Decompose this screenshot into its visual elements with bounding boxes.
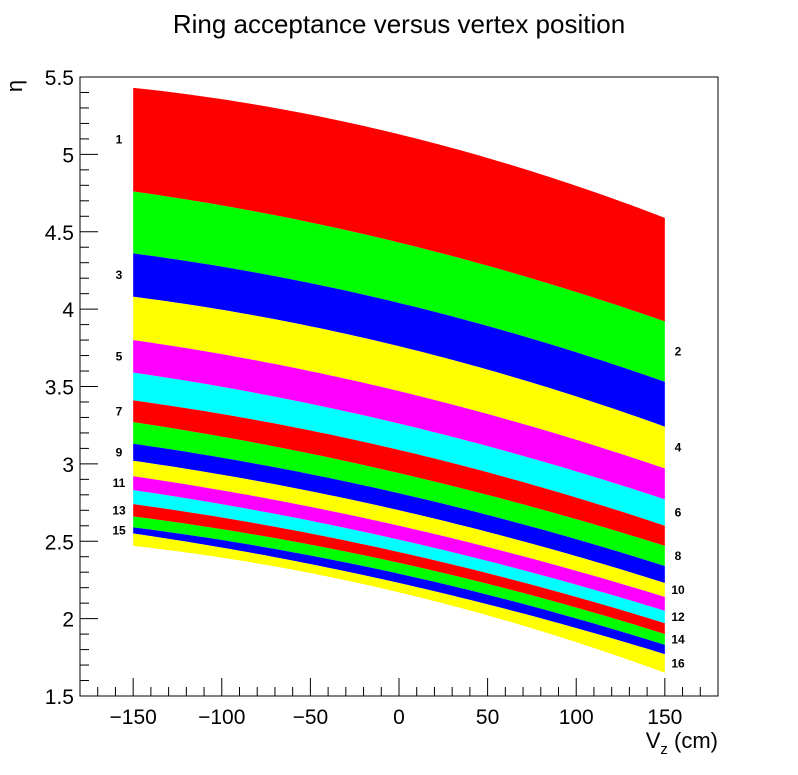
ring-label-1: 1 — [116, 133, 123, 147]
ring-band-1 — [133, 87, 665, 322]
ring-label-13: 13 — [112, 503, 126, 517]
ring-label-9: 9 — [116, 445, 123, 459]
ring-band-15 — [133, 527, 665, 655]
ring-label-5: 5 — [116, 349, 123, 363]
ring-band-12 — [133, 490, 665, 624]
x-axis-title: Vz (cm) — [646, 728, 718, 758]
ring-band-5 — [133, 340, 665, 500]
ring-band-3 — [133, 253, 665, 427]
ring-label-14: 14 — [671, 633, 685, 647]
y-tick-label: 3.5 — [45, 377, 74, 400]
ring-label-7: 7 — [116, 404, 123, 418]
y-tick-label: 2 — [62, 609, 74, 632]
ring-band-8 — [133, 422, 665, 567]
ring-band-4 — [133, 296, 665, 469]
y-axis: 1.5 2 2.5 3 3.5 4 4.5 5 5.5 — [45, 67, 98, 709]
ring-label-12: 12 — [671, 610, 685, 624]
ring-label-16: 16 — [671, 657, 685, 671]
ring-label-4: 4 — [675, 441, 682, 455]
ring-band-11 — [133, 476, 665, 611]
x-tick-label: −50 — [293, 706, 329, 729]
x-axis-title-sub: z — [660, 741, 668, 758]
ring-label-11: 11 — [113, 476, 126, 490]
ring-band-16 — [133, 533, 665, 673]
y-tick-label: 4 — [62, 299, 74, 322]
x-axis-title-main: V — [646, 728, 661, 753]
ring-band-9 — [133, 443, 665, 584]
ring-bands — [133, 87, 665, 673]
ring-band-10 — [133, 460, 665, 597]
chart-title: Ring acceptance versus vertex position — [173, 9, 625, 39]
y-tick-label: 2.5 — [45, 531, 74, 554]
ring-band-2 — [133, 191, 665, 382]
ring-label-6: 6 — [675, 506, 682, 520]
y-tick-label: 5.5 — [45, 67, 74, 90]
y-tick-label: 4.5 — [45, 222, 74, 245]
ring-label-10: 10 — [671, 583, 685, 597]
x-tick-label: 100 — [559, 706, 594, 729]
ring-label-8: 8 — [675, 549, 682, 563]
ring-band-6 — [133, 372, 665, 526]
y-axis-title: η — [2, 80, 27, 92]
x-tick-label: 50 — [476, 706, 499, 729]
ring-band-13 — [133, 504, 665, 635]
ring-label-3: 3 — [116, 268, 123, 282]
x-axis: −150 −100 −50 0 50 100 150 — [79, 678, 719, 729]
ring-band-14 — [133, 516, 665, 645]
x-tick-label: 0 — [393, 706, 405, 729]
y-tick-label: 5 — [62, 144, 74, 167]
y-tick-label: 3 — [62, 454, 74, 477]
x-axis-title-unit: (cm) — [668, 728, 718, 753]
ring-label-15: 15 — [112, 523, 126, 537]
y-tick-label: 1.5 — [45, 686, 74, 709]
ring-label-2: 2 — [675, 345, 682, 359]
x-tick-label: 150 — [647, 706, 682, 729]
x-tick-label: −100 — [198, 706, 245, 729]
x-tick-label: −150 — [110, 706, 157, 729]
